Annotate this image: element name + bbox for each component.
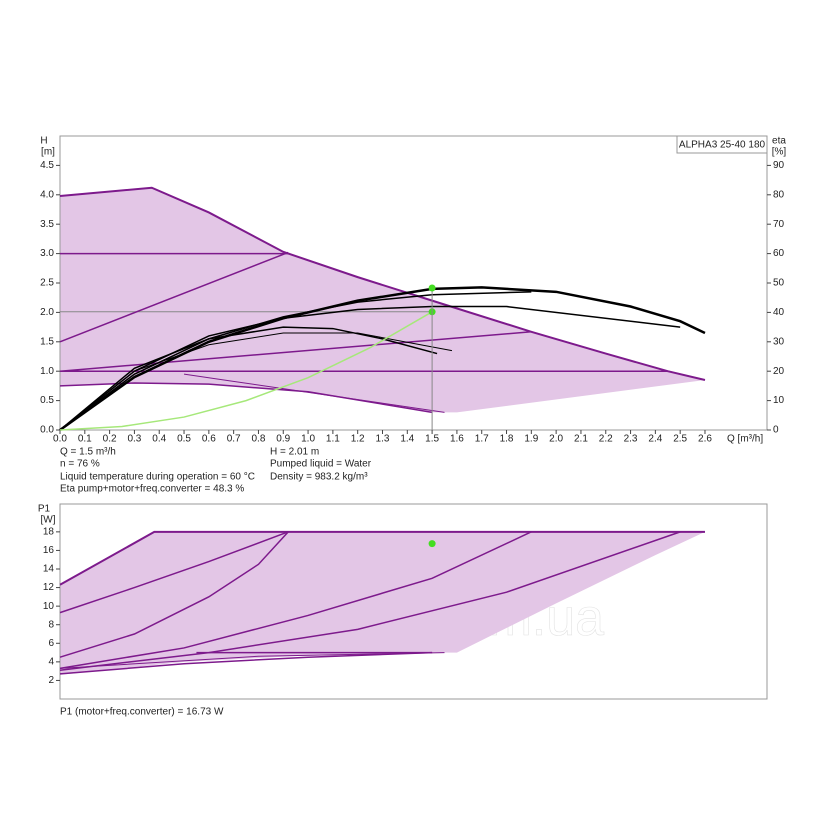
y-axis-label: H <box>40 136 47 147</box>
y-tick-label: 4.0 <box>40 189 54 200</box>
y-tick-label: 6 <box>48 638 54 649</box>
y-tick-label: 0.5 <box>40 395 54 406</box>
info-text: Eta pump+motor+freq.converter = 48.3 % <box>60 484 244 495</box>
curve <box>59 651 433 675</box>
y-tick-label: 4.5 <box>40 160 54 171</box>
x-tick-label: 1.4 <box>400 434 414 445</box>
y-tick-label: 3.5 <box>40 219 54 230</box>
x-tick-label: 0.8 <box>252 434 266 445</box>
x-tick-label: 0.6 <box>202 434 216 445</box>
info-text: Density = 983.2 kg/m³ <box>270 472 368 483</box>
x-tick-label: 0.3 <box>127 434 141 445</box>
y2-tick-label: 70 <box>773 219 785 230</box>
y2-axis-unit: [%] <box>772 147 787 158</box>
plot-frame <box>59 503 768 700</box>
y-tick-label: 18 <box>43 526 55 537</box>
y-axis-unit: [m] <box>41 147 55 158</box>
y2-tick-label: 40 <box>773 307 785 318</box>
y-tick-label: 8 <box>48 619 54 630</box>
x-tick-label: 0.5 <box>177 434 191 445</box>
x-tick-label: 0.0 <box>53 434 67 445</box>
y2-tick-label: 20 <box>773 366 785 377</box>
y-axis-label: P1 <box>38 504 51 515</box>
operating-point <box>428 540 436 548</box>
info-text: n = 76 % <box>60 459 100 470</box>
x-tick-label: 1.5 <box>425 434 439 445</box>
y-tick-label: 1.0 <box>40 366 54 377</box>
operating-point <box>428 284 436 292</box>
y-tick-label: 1.5 <box>40 336 54 347</box>
operating-area <box>60 531 705 675</box>
x-tick-label: 0.4 <box>152 434 166 445</box>
curve <box>59 531 532 670</box>
x-tick-label: 0.1 <box>78 434 92 445</box>
x-tick-label: 2.4 <box>648 434 662 445</box>
curve <box>59 531 681 671</box>
y-tick-label: 12 <box>43 582 55 593</box>
x-tick-label: 2.5 <box>673 434 687 445</box>
x-tick-label: 0.2 <box>103 434 117 445</box>
curve <box>59 530 705 586</box>
x-tick-label: 2.2 <box>599 434 613 445</box>
x-tick-label: 2.0 <box>549 434 563 445</box>
y2-axis-label: eta <box>772 136 786 147</box>
x-tick-label: 1.8 <box>500 434 514 445</box>
curve <box>59 332 453 431</box>
y-tick-label: 10 <box>43 601 55 612</box>
x-tick-label: 0.7 <box>227 434 241 445</box>
y-tick-label: 2.0 <box>40 307 54 318</box>
x-tick-label: 1.6 <box>450 434 464 445</box>
y2-tick-label: 0 <box>773 425 779 436</box>
y2-tick-label: 10 <box>773 395 785 406</box>
x-tick-label: 1.9 <box>524 434 538 445</box>
curve <box>183 373 445 413</box>
y2-tick-label: 90 <box>773 160 785 171</box>
x-tick-label: 2.3 <box>624 434 638 445</box>
product-name: ALPHA3 25-40 180 <box>679 140 766 151</box>
legend-box <box>676 135 768 154</box>
x-tick-label: 1.2 <box>351 434 365 445</box>
y-tick-label: 0.0 <box>40 425 54 436</box>
y-tick-label: 14 <box>43 564 55 575</box>
x-tick-label: 2.1 <box>574 434 588 445</box>
x-tick-label: 1.0 <box>301 434 315 445</box>
curve <box>59 305 681 431</box>
x-tick-label: 1.3 <box>376 434 390 445</box>
y2-tick-label: 80 <box>773 189 785 200</box>
curve <box>59 331 532 372</box>
info-text: Liquid temperature during operation = 60… <box>60 472 255 483</box>
y2-tick-label: 50 <box>773 278 785 289</box>
y2-tick-label: 60 <box>773 248 785 259</box>
curve <box>59 531 289 658</box>
y-tick-label: 4 <box>48 656 54 667</box>
curve <box>59 531 289 614</box>
curve <box>59 326 438 431</box>
y-tick-label: 3.0 <box>40 248 54 259</box>
curve <box>59 251 289 343</box>
x-tick-label: 2.6 <box>698 434 712 445</box>
info-text: Q = 1.5 m³/h <box>60 447 116 458</box>
x-tick-label: 1.7 <box>475 434 489 445</box>
info-text: P1 (motor+freq.converter) = 16.73 W <box>60 707 224 718</box>
y-tick-label: 2.5 <box>40 278 54 289</box>
info-text: Pumped liquid = Water <box>270 459 372 470</box>
x-tick-label: 0.9 <box>276 434 290 445</box>
info-text: H = 2.01 m <box>270 447 319 458</box>
curve <box>59 311 433 431</box>
x-tick-label: 1.1 <box>326 434 340 445</box>
y-tick-label: 2 <box>48 675 54 686</box>
y-axis-unit: [W] <box>41 515 56 526</box>
y-tick-label: 16 <box>43 545 55 556</box>
curve <box>59 186 706 381</box>
y2-tick-label: 30 <box>773 336 785 347</box>
x-axis-label: Q [m³/h] <box>727 434 763 445</box>
